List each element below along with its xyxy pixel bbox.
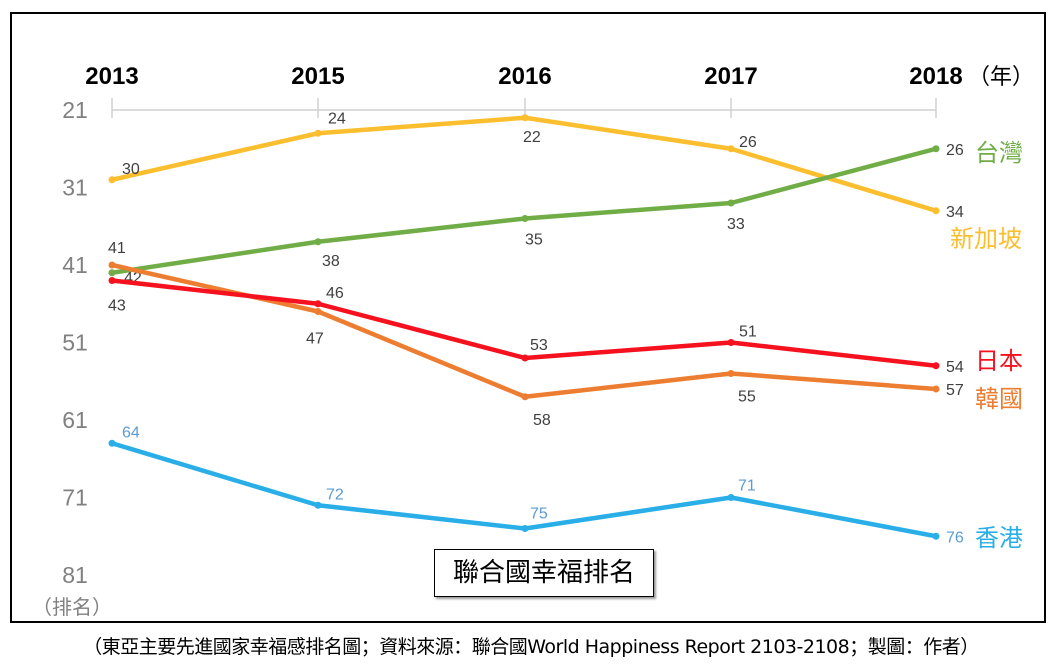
data-label: 30	[122, 161, 140, 178]
data-point	[932, 385, 940, 393]
data-label: 43	[108, 298, 126, 315]
data-point	[108, 176, 116, 184]
data-label: 24	[328, 110, 346, 127]
data-label: 22	[523, 129, 541, 146]
data-point	[108, 269, 116, 277]
figure-caption: （東亞主要先進國家幸福感排名圖；資料來源：聯合國World Happiness …	[83, 636, 979, 658]
data-point	[932, 145, 940, 153]
data-label: 55	[738, 389, 756, 406]
chart-title: 聯合國幸福排名	[434, 549, 654, 597]
data-label: 58	[533, 412, 551, 429]
data-point	[521, 354, 529, 362]
data-label: 71	[738, 478, 756, 495]
data-point	[932, 532, 940, 540]
y-tick-label: 21	[62, 97, 88, 123]
y-tick-label: 31	[62, 175, 88, 201]
y-tick-label: 81	[62, 562, 88, 588]
y-tick-label: 71	[62, 485, 88, 511]
data-point	[314, 238, 322, 246]
series-name-label: 台灣	[975, 139, 1023, 167]
data-label: 54	[946, 359, 964, 376]
data-label: 34	[946, 204, 964, 221]
series-name-label: 新加坡	[950, 225, 1022, 253]
data-label: 51	[739, 324, 757, 341]
data-point	[727, 199, 735, 207]
x-unit-label: （年）	[968, 65, 1034, 90]
data-label: 46	[326, 285, 344, 302]
data-label: 33	[727, 216, 745, 233]
series-name-label: 香港	[975, 524, 1023, 552]
x-tick-label: 2013	[85, 63, 138, 90]
data-label: 47	[306, 331, 324, 348]
data-point	[314, 308, 322, 315]
data-label: 53	[530, 337, 548, 354]
data-point	[521, 393, 529, 401]
y-axis-label: （排名）	[32, 595, 112, 619]
data-label: 38	[322, 253, 340, 270]
data-point	[727, 494, 735, 501]
x-tick-label: 2015	[291, 63, 344, 90]
series-line-香港	[111, 441, 937, 539]
chart-frame	[10, 12, 1046, 623]
y-tick-label: 51	[62, 330, 88, 356]
series-line-台灣	[111, 146, 937, 275]
x-tick-label: 2016	[498, 63, 551, 90]
data-point	[727, 339, 735, 346]
data-label: 76	[946, 529, 964, 546]
data-point	[314, 300, 322, 308]
x-tick-label: 2018	[909, 63, 962, 90]
data-label: 72	[326, 486, 344, 503]
data-point	[108, 439, 116, 447]
data-point	[521, 114, 529, 122]
data-point	[932, 207, 940, 215]
data-point	[521, 215, 529, 222]
data-point	[108, 261, 116, 269]
series-line-韓國	[111, 262, 937, 399]
data-point	[932, 362, 940, 370]
data-label: 57	[946, 382, 964, 399]
series-name-label: 韓國	[975, 385, 1023, 413]
data-label: 41	[108, 240, 126, 257]
data-point	[108, 277, 116, 284]
data-label: 26	[739, 134, 757, 151]
data-point	[314, 501, 322, 509]
series-name-label: 日本	[975, 347, 1023, 375]
data-label: 26	[946, 142, 964, 159]
x-tick-label: 2017	[704, 63, 757, 90]
y-tick-label: 41	[62, 252, 88, 278]
data-point	[314, 129, 322, 137]
data-label: 64	[122, 424, 140, 441]
series-line-日本	[111, 278, 937, 368]
data-point	[727, 370, 735, 377]
y-tick-label: 61	[62, 407, 88, 433]
data-point	[727, 145, 735, 153]
data-label: 35	[525, 232, 543, 249]
data-point	[521, 525, 529, 532]
data-label: 75	[530, 506, 548, 523]
